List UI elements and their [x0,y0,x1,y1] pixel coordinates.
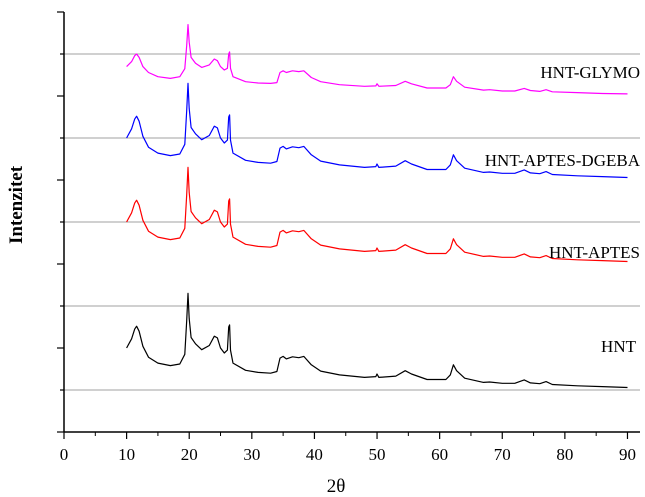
series-line-hnt-aptes-dgeba [126,82,628,179]
series-line-hnt [126,292,628,389]
x-tick-label: 0 [60,445,69,464]
x-tick-label: 60 [431,445,448,464]
series-label-hnt-aptes: HNT-APTES [549,243,640,262]
series-label-hnt-aptes-dgeba: HNT-APTES-DGEBA [485,151,641,170]
series-line-hnt-glymo [126,24,628,95]
series-labels: HNT HNT-APTES HNT-APTES-DGEBA HNT-GLYMO [485,63,641,356]
x-tick-label: 10 [118,445,135,464]
series-lines [126,24,628,389]
y-axis-title: Intenzitet [6,165,27,244]
y-ticks [57,11,64,433]
x-ticks: 0 10 20 30 40 50 60 70 80 90 [60,432,636,464]
x-tick-label: 20 [181,445,198,464]
x-tick-label: 50 [369,445,386,464]
series-baselines [64,53,640,391]
axes: 0 10 20 30 40 50 60 70 80 90 [57,11,640,464]
series-line-hnt-aptes [126,166,628,263]
series-label-hnt: HNT [601,337,637,356]
x-tick-label: 40 [306,445,323,464]
x-tick-label: 80 [556,445,573,464]
x-tick-label: 90 [619,445,636,464]
series-label-hnt-glymo: HNT-GLYMO [540,63,640,82]
x-tick-label: 30 [243,445,260,464]
x-tick-label: 70 [494,445,511,464]
x-axis-title: 2θ [327,476,346,497]
